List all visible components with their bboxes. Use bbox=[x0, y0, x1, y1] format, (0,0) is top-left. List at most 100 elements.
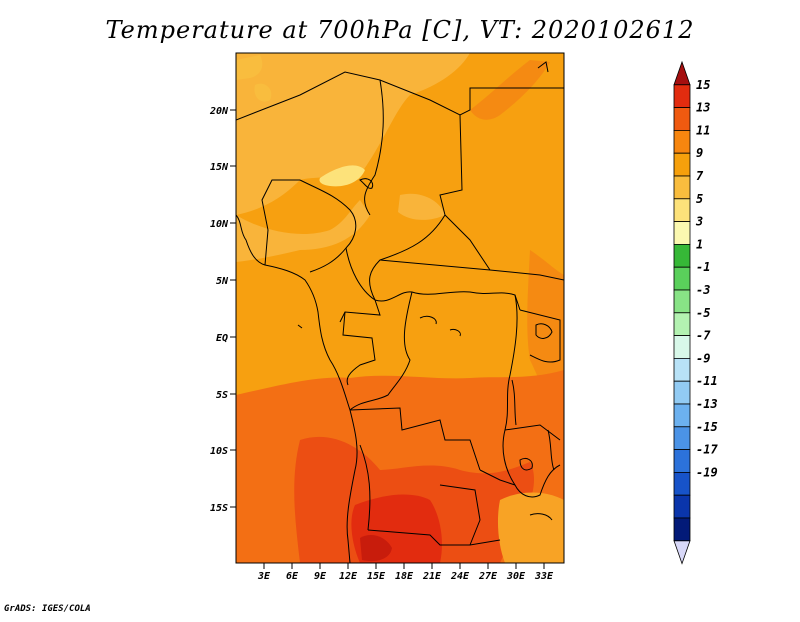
lat-label-5n: 5N bbox=[216, 276, 229, 287]
lat-label-5s: 5S bbox=[216, 390, 228, 401]
colorbar-label: 7 bbox=[696, 169, 704, 183]
border-namibia bbox=[367, 529, 501, 546]
border-car-south bbox=[379, 259, 564, 281]
colorbar-label: 11 bbox=[696, 123, 710, 137]
lon-label-15e: 15E bbox=[367, 571, 386, 582]
colorbar-box bbox=[673, 380, 691, 405]
border-angola-drc bbox=[349, 407, 481, 471]
colorbar-label: 3 bbox=[695, 215, 703, 229]
field-7-9-patch bbox=[398, 193, 445, 220]
colorbar-box bbox=[673, 471, 691, 496]
colorbar-box bbox=[673, 335, 691, 359]
colorbar-label: 9 bbox=[696, 146, 703, 160]
field-9-11-se bbox=[497, 492, 564, 563]
colorbar-label: -1 bbox=[696, 260, 710, 274]
colorbar-top-triangle bbox=[673, 60, 691, 86]
border-angola-east bbox=[359, 444, 371, 531]
colorbar-label: 15 bbox=[696, 78, 710, 92]
border-cameroon bbox=[339, 247, 381, 323]
border-drc-north bbox=[374, 291, 521, 311]
border-nigeria bbox=[299, 179, 357, 273]
lon-label-6e: 6E bbox=[286, 571, 299, 582]
border-zambia bbox=[439, 484, 481, 546]
colorbar-label: -9 bbox=[696, 351, 710, 365]
colorbar-box bbox=[673, 357, 691, 382]
border-zambia-south bbox=[479, 469, 516, 486]
colorbar-label: -15 bbox=[696, 420, 718, 434]
border-north bbox=[236, 71, 564, 121]
colorbar-box bbox=[673, 312, 691, 336]
field-7-9-north bbox=[236, 53, 470, 215]
colorbar-label: -17 bbox=[696, 443, 718, 457]
field-peak bbox=[360, 535, 392, 562]
colorbar-label: -19 bbox=[696, 465, 718, 479]
field-5-7-patch-b bbox=[319, 165, 365, 187]
colorbar-box bbox=[673, 175, 691, 200]
colorbar-box bbox=[673, 107, 691, 131]
colorbar-box bbox=[673, 84, 691, 109]
colorbar-box bbox=[673, 449, 691, 473]
colorbar-bottom-triangle bbox=[673, 540, 691, 565]
border-red-sea bbox=[537, 61, 549, 73]
colorbar-box bbox=[673, 494, 691, 519]
lon-label-18e: 18E bbox=[395, 571, 414, 582]
field-5-7-patch-c bbox=[236, 55, 263, 80]
colorbar-label: 5 bbox=[696, 192, 703, 206]
lon-label-12e: 12E bbox=[339, 571, 358, 582]
temperature-field bbox=[236, 53, 564, 563]
colorbar-box bbox=[673, 198, 691, 223]
lon-label-9e: 9E bbox=[314, 571, 327, 582]
border-east-lakes bbox=[502, 294, 561, 498]
coastline bbox=[236, 214, 358, 563]
border-benin bbox=[261, 179, 300, 266]
field-7-9-west bbox=[236, 200, 370, 262]
lat-label-15s: 15S bbox=[210, 503, 228, 514]
border-uganda bbox=[519, 309, 561, 363]
river-congo-a bbox=[419, 315, 437, 325]
grads-credit: GrADS: IGES/COLA bbox=[4, 604, 91, 614]
colorbar-box bbox=[673, 266, 691, 291]
colorbar-label: -11 bbox=[696, 374, 718, 388]
lon-label-21e: 21E bbox=[422, 571, 442, 582]
map-frame bbox=[235, 52, 565, 564]
colorbar-box bbox=[673, 129, 691, 154]
lon-axis: 3E 6E 9E 12E 15E 18E 21E 24E 27E 30E 33E bbox=[257, 563, 554, 582]
colorbar-boxes bbox=[673, 60, 691, 565]
colorbar-box bbox=[673, 403, 691, 428]
colorbar-box bbox=[673, 221, 691, 245]
lon-label-3e: 3E bbox=[257, 571, 271, 582]
colorbar-label: -7 bbox=[696, 329, 711, 343]
border-tanzania bbox=[504, 424, 561, 441]
lat-label-eq: EQ bbox=[216, 333, 228, 344]
colorbar-label: -13 bbox=[696, 397, 718, 411]
lon-label-33e: 33E bbox=[534, 571, 554, 582]
lat-axis: 20N 15N 10N 5N EQ 5S 10S 15S bbox=[209, 106, 236, 514]
lake-tanganyika bbox=[511, 379, 517, 426]
field-11-13-ne bbox=[470, 60, 550, 120]
island-bioko bbox=[297, 324, 303, 329]
colorbar: 15 13 11 9 7 5 3 1 -1 -3 -5 -7 -9 -11 -13 -15 -17 -19 bbox=[673, 60, 718, 565]
colorbar-box bbox=[673, 426, 691, 450]
lake-victoria bbox=[535, 323, 553, 339]
colorbar-label: 1 bbox=[696, 237, 703, 251]
lake-mweru bbox=[519, 457, 533, 471]
field-5-7-patch-a bbox=[254, 83, 272, 102]
colorbar-box bbox=[673, 243, 691, 268]
lake-chad bbox=[359, 178, 374, 189]
border-drc-congo bbox=[349, 291, 413, 411]
lat-label-10s: 10S bbox=[210, 446, 228, 457]
lon-label-27e: 27E bbox=[478, 571, 498, 582]
lake-kariba bbox=[529, 513, 553, 521]
lake-malawi bbox=[547, 429, 555, 471]
colorbar-label: 13 bbox=[696, 101, 710, 115]
chart-title: Temperature at 700hPa [C], VT: 202010261… bbox=[105, 16, 695, 44]
colorbar-label: -5 bbox=[696, 306, 710, 320]
border-niger-chad bbox=[364, 79, 384, 216]
colorbar-box bbox=[673, 517, 691, 542]
lat-label-15n: 15N bbox=[210, 162, 229, 173]
lon-label-30e: 30E bbox=[506, 571, 526, 582]
colorbar-box bbox=[673, 152, 691, 177]
lat-label-20n: 20N bbox=[209, 106, 229, 117]
